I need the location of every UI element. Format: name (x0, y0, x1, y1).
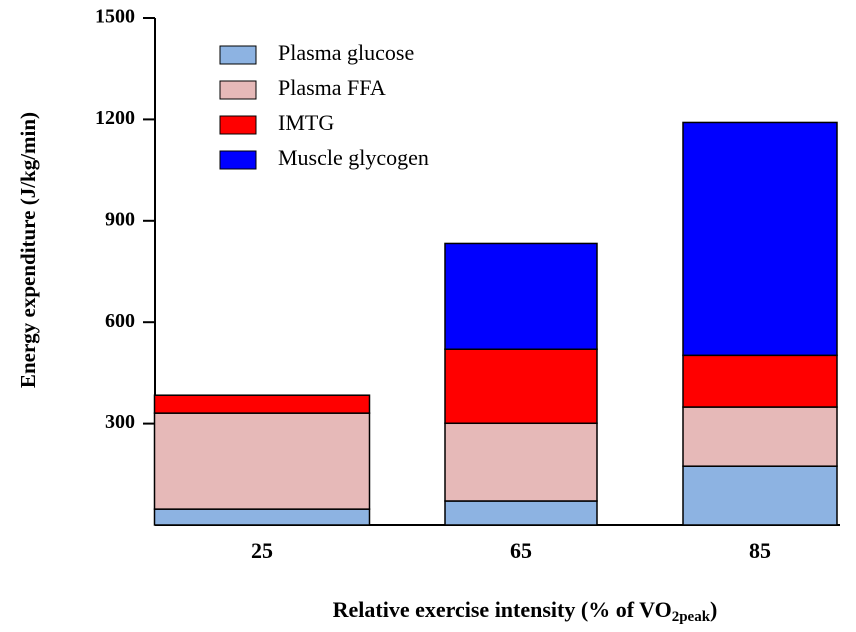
legend-label: Plasma glucose (278, 40, 414, 65)
x-tick-label: 85 (749, 538, 771, 563)
legend-label: Muscle glycogen (278, 145, 429, 170)
legend-label: IMTG (278, 110, 334, 135)
y-tick-label: 1200 (95, 107, 135, 129)
legend-swatch (219, 45, 257, 65)
bar-segment (153, 508, 371, 526)
x-axis-label-sub: 2peak (672, 609, 711, 625)
bar-segment (153, 394, 371, 414)
legend-swatch (219, 150, 257, 170)
y-axis-label: Energy expenditure (J/kg/min) (16, 112, 40, 388)
x-axis-label-main: Relative exercise intensity (% of VO (333, 597, 672, 622)
bar-segment (153, 412, 371, 510)
y-tick-label: 1500 (95, 6, 135, 28)
bar-segment (682, 121, 838, 357)
bar-segment (682, 406, 838, 467)
x-tick-label: 65 (510, 538, 532, 563)
legend-swatch (219, 80, 257, 100)
bar-segment (444, 242, 598, 350)
legend-label: Plasma FFA (278, 75, 386, 100)
legend-swatch (219, 115, 257, 135)
x-axis-label-tail: ) (710, 597, 717, 622)
bar-segment (682, 465, 838, 526)
y-tick-label: 600 (105, 310, 135, 332)
y-tick-label: 900 (105, 208, 135, 230)
bar-segment (444, 422, 598, 502)
bar-segment (682, 354, 838, 408)
x-axis-label: Relative exercise intensity (% of VO2pea… (333, 597, 718, 625)
x-tick-label: 25 (251, 538, 273, 563)
y-tick-label: 300 (105, 411, 135, 433)
bar-segment (444, 348, 598, 425)
bar-segment (444, 500, 598, 526)
